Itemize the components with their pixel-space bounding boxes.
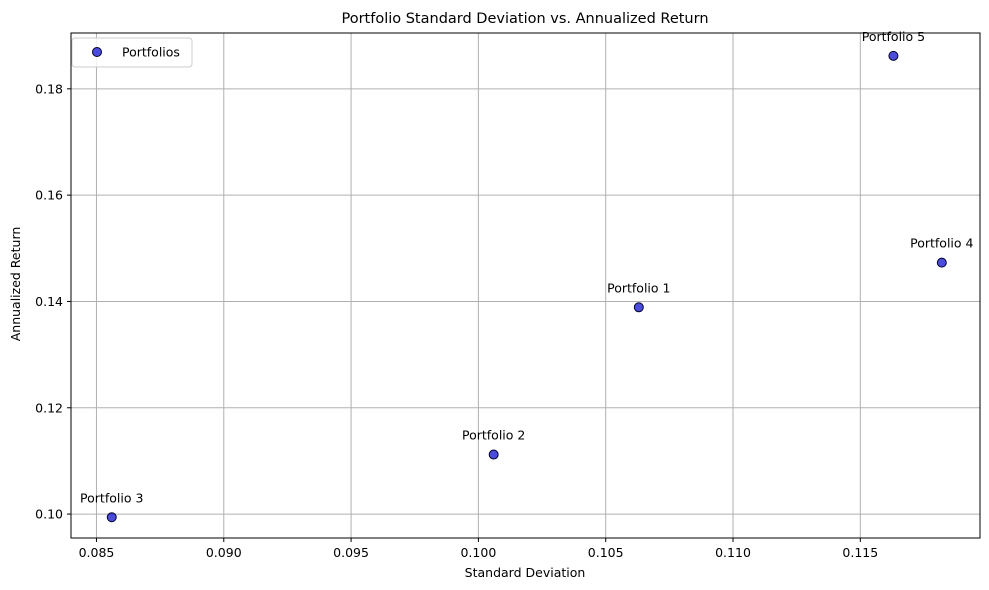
- grid-lines: [71, 33, 980, 538]
- x-tick-label: 0.095: [333, 545, 369, 560]
- legend-entry-portfolios: Portfolios: [122, 45, 180, 60]
- y-tick-label: 0.10: [35, 507, 63, 522]
- point-annotation: Portfolio 3: [80, 490, 143, 505]
- x-axis-label: Standard Deviation: [465, 565, 586, 580]
- point-annotation: Portfolio 4: [910, 236, 973, 251]
- y-tick-label: 0.16: [35, 188, 63, 203]
- y-tick-label: 0.18: [35, 81, 63, 96]
- y-axis-label: Annualized Return: [8, 227, 23, 342]
- x-tick-label: 0.085: [79, 545, 115, 560]
- point-annotation: Portfolio 1: [607, 280, 670, 295]
- point-annotation: Portfolio 2: [462, 428, 525, 443]
- chart-title: Portfolio Standard Deviation vs. Annuali…: [341, 11, 708, 27]
- legend-marker: [92, 47, 102, 57]
- data-point: [936, 257, 947, 268]
- point-annotations: Portfolio 1 Portfolio 2 Portfolio 3 Portfol…: [80, 29, 973, 505]
- data-point: [488, 449, 499, 460]
- legend: Portfolios: [71, 37, 193, 68]
- data-point: [106, 512, 117, 523]
- x-tick-label: 0.090: [206, 545, 242, 560]
- point-annotation: Portfolio 5: [862, 29, 925, 44]
- data-point: [633, 302, 644, 313]
- data-points: [106, 50, 947, 523]
- x-tick-label: 0.105: [588, 545, 624, 560]
- y-tick-label: 0.14: [35, 294, 63, 309]
- x-tick-label: 0.110: [715, 545, 751, 560]
- legend-box: [71, 37, 193, 68]
- data-point: [888, 50, 899, 61]
- x-tick-label: 0.115: [842, 545, 878, 560]
- y-tick-label: 0.12: [35, 400, 63, 415]
- plot-area-frame: [70, 32, 981, 539]
- axis-ticks: 0.085 0.090 0.095 0.100 0.105 0.110 0.115 0.10 0…: [35, 81, 878, 560]
- x-tick-label: 0.100: [460, 545, 496, 560]
